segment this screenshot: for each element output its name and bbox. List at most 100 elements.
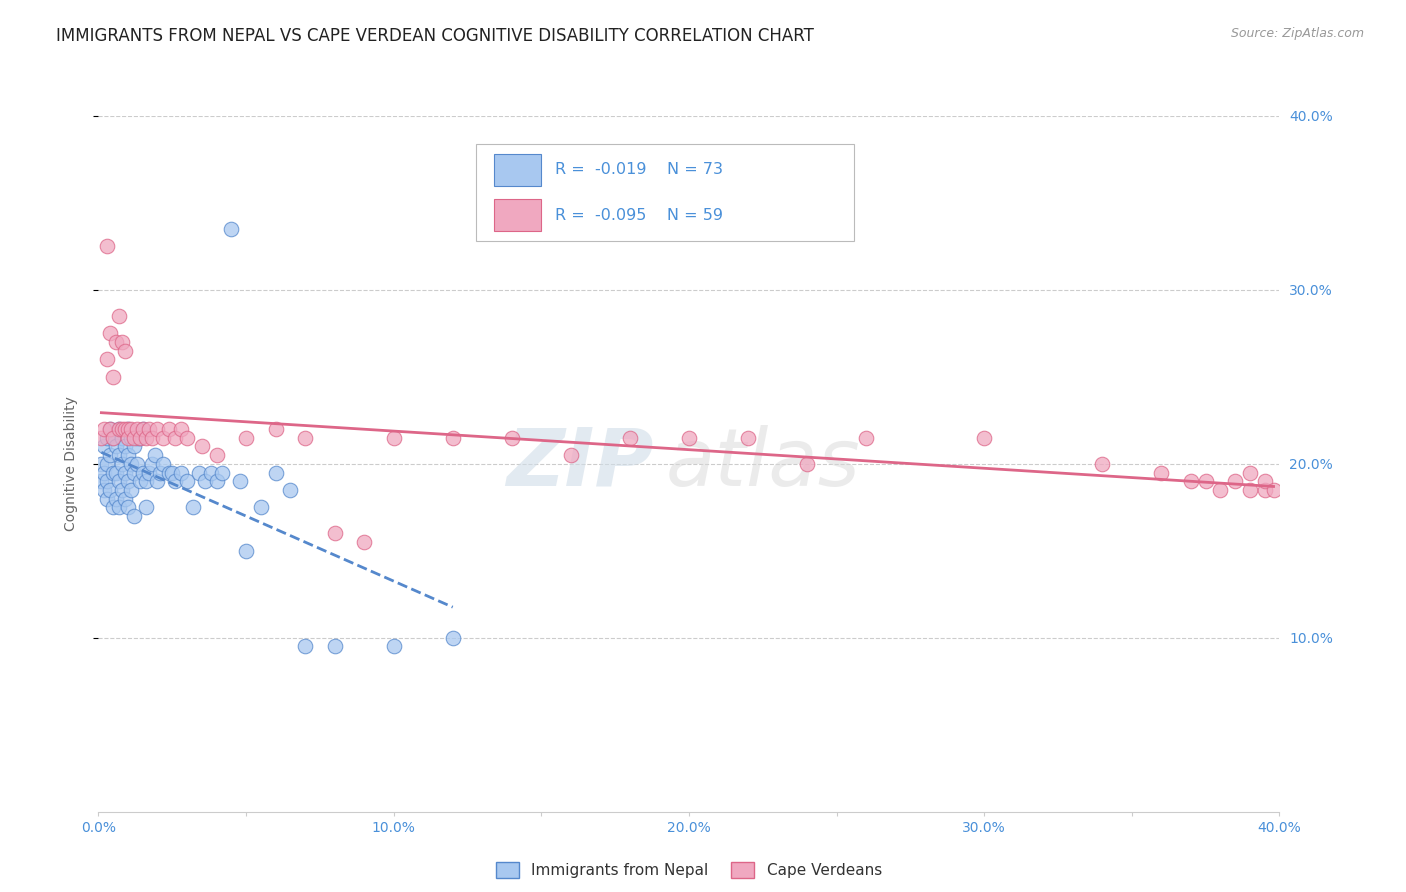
Point: [117, 431, 139, 445]
Point: [146, 422, 169, 436]
Point: [560, 448, 582, 462]
Point: [125, 431, 148, 445]
Point: [278, 483, 302, 497]
Point: [111, 483, 134, 497]
Point: [441, 631, 464, 645]
Point: [191, 440, 214, 454]
Point: [165, 474, 187, 488]
Point: [103, 431, 125, 445]
Point: [1239, 466, 1261, 480]
Point: [125, 457, 148, 471]
Point: [170, 422, 193, 436]
Point: [1239, 483, 1261, 497]
Point: [98, 448, 121, 462]
Point: [117, 422, 139, 436]
Point: [105, 334, 128, 349]
Point: [90, 474, 112, 488]
Point: [120, 483, 142, 497]
Point: [235, 543, 257, 558]
Point: [122, 431, 145, 445]
Point: [98, 422, 121, 436]
Point: [619, 431, 641, 445]
Point: [111, 431, 134, 445]
Y-axis label: Cognitive Disability: Cognitive Disability: [63, 396, 77, 532]
Point: [128, 431, 150, 445]
Point: [90, 431, 112, 445]
Point: [120, 457, 142, 471]
Point: [114, 491, 136, 506]
Point: [141, 431, 163, 445]
Point: [117, 474, 139, 488]
Legend: Immigrants from Nepal, Cape Verdeans: Immigrants from Nepal, Cape Verdeans: [489, 856, 889, 884]
Point: [1150, 466, 1173, 480]
Point: [96, 239, 118, 253]
Text: ZIP: ZIP: [506, 425, 654, 503]
Point: [162, 466, 183, 480]
Point: [135, 431, 157, 445]
Point: [128, 474, 150, 488]
Point: [1091, 457, 1114, 471]
Point: [93, 483, 115, 497]
Point: [181, 500, 204, 515]
Point: [1223, 474, 1246, 488]
Point: [108, 474, 131, 488]
Point: [235, 431, 257, 445]
Point: [105, 466, 128, 480]
Point: [353, 535, 375, 549]
Point: [501, 431, 523, 445]
Point: [128, 431, 150, 445]
Point: [96, 431, 118, 445]
Point: [176, 431, 198, 445]
Point: [229, 474, 252, 488]
Point: [170, 466, 193, 480]
Point: [117, 500, 139, 515]
Point: [120, 422, 142, 436]
Point: [138, 466, 160, 480]
Point: [264, 422, 287, 436]
Point: [1180, 474, 1202, 488]
Point: [141, 457, 163, 471]
Point: [93, 440, 115, 454]
Point: [855, 431, 877, 445]
Point: [132, 466, 155, 480]
Point: [200, 466, 222, 480]
Point: [323, 640, 346, 654]
Point: [135, 474, 157, 488]
Point: [93, 466, 115, 480]
Point: [108, 448, 131, 462]
Text: Source: ZipAtlas.com: Source: ZipAtlas.com: [1230, 27, 1364, 40]
Point: [973, 431, 995, 445]
Point: [98, 326, 121, 341]
Point: [122, 508, 145, 523]
Point: [1195, 474, 1218, 488]
Point: [294, 431, 316, 445]
Point: [1263, 483, 1285, 497]
Point: [114, 466, 136, 480]
Point: [111, 457, 134, 471]
Point: [108, 422, 131, 436]
Point: [108, 309, 131, 323]
Point: [108, 500, 131, 515]
Point: [441, 431, 464, 445]
Point: [120, 431, 142, 445]
Point: [157, 466, 180, 480]
Point: [165, 431, 187, 445]
Point: [111, 334, 134, 349]
Point: [122, 466, 145, 480]
Point: [93, 422, 115, 436]
Point: [157, 422, 180, 436]
Text: R =  -0.019    N = 73: R = -0.019 N = 73: [555, 162, 724, 178]
Point: [96, 491, 118, 506]
Point: [96, 474, 118, 488]
Point: [125, 422, 148, 436]
Point: [117, 448, 139, 462]
Point: [132, 422, 155, 436]
Point: [250, 500, 273, 515]
Point: [114, 422, 136, 436]
Point: [105, 491, 128, 506]
Point: [211, 466, 233, 480]
Point: [98, 422, 121, 436]
Point: [122, 440, 145, 454]
Point: [90, 457, 112, 471]
Point: [108, 422, 131, 436]
